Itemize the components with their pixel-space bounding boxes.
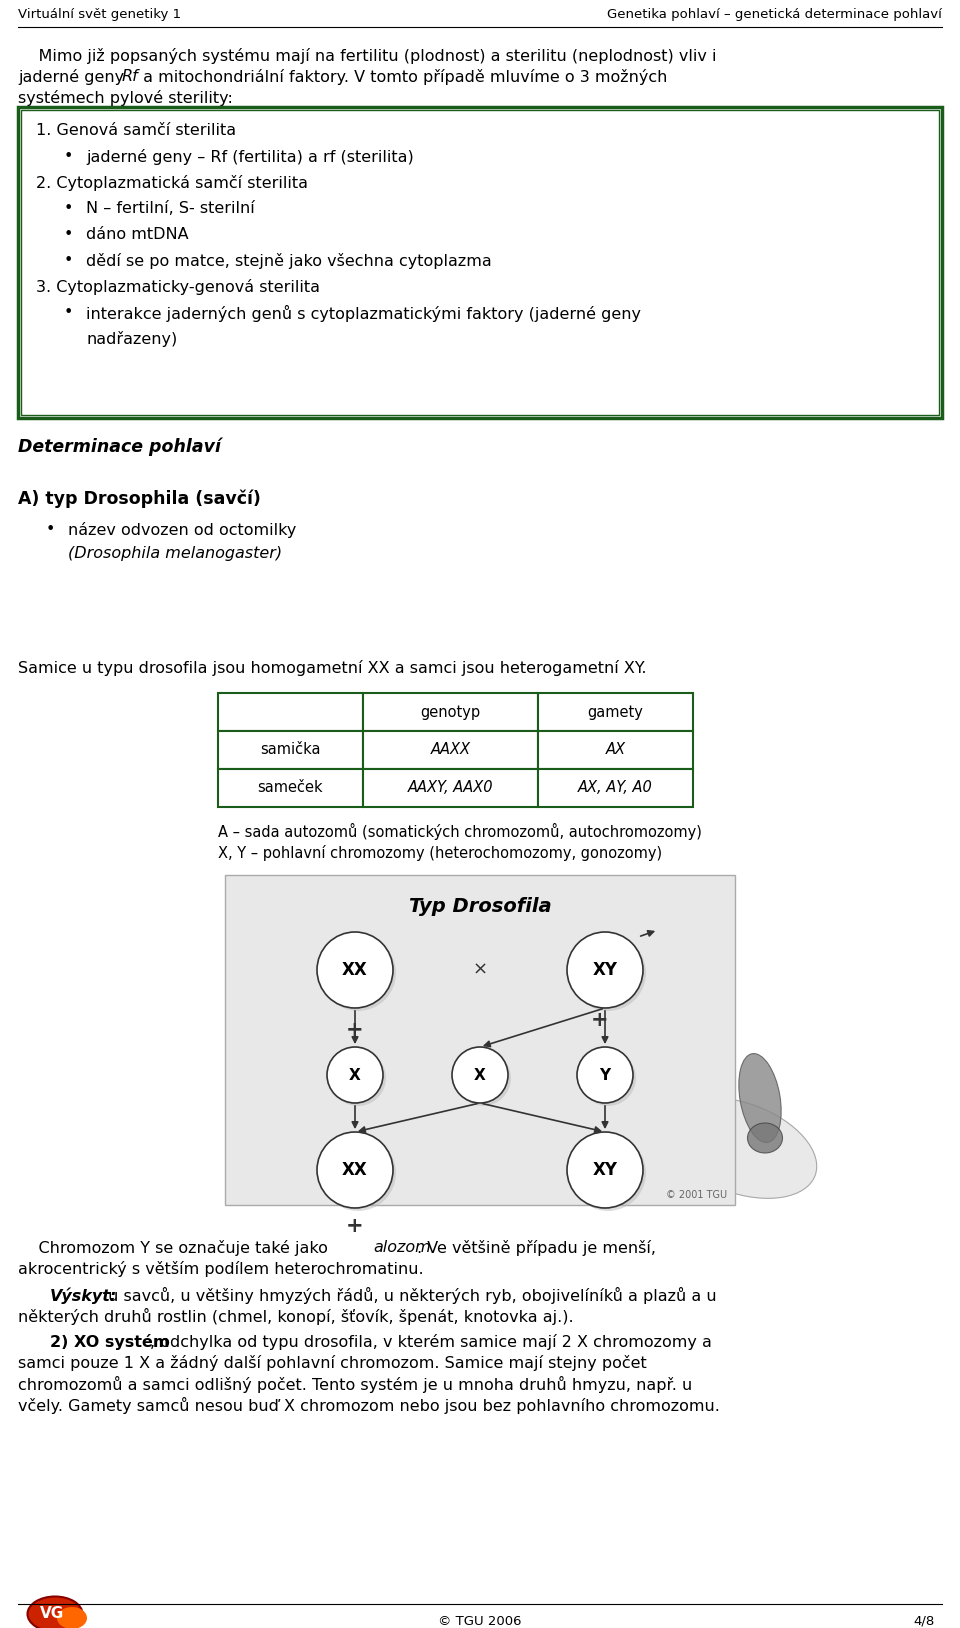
Text: dáno mtDNA: dáno mtDNA: [86, 226, 188, 243]
Text: Výskyt:: Výskyt:: [50, 1288, 117, 1304]
Ellipse shape: [577, 1047, 633, 1104]
FancyBboxPatch shape: [18, 107, 942, 418]
Text: +: +: [347, 1021, 364, 1040]
Text: jaderné geny: jaderné geny: [18, 68, 130, 85]
Ellipse shape: [317, 1131, 393, 1208]
Text: Y: Y: [599, 1068, 611, 1083]
FancyBboxPatch shape: [538, 768, 693, 807]
Text: 2) XO systém: 2) XO systém: [50, 1333, 170, 1350]
Text: Determinace pohlaví: Determinace pohlaví: [18, 438, 221, 456]
Text: X: X: [474, 1068, 486, 1083]
Text: , odchylka od typu drosofila, v kterém samice mají 2 X chromozomy a: , odchylka od typu drosofila, v kterém s…: [150, 1333, 712, 1350]
Ellipse shape: [748, 1123, 782, 1153]
Text: a mitochondriální faktory. V tomto případě mluvíme o 3 možných: a mitochondriální faktory. V tomto přípa…: [138, 68, 667, 85]
Ellipse shape: [317, 931, 393, 1008]
Ellipse shape: [570, 1135, 646, 1211]
Text: název odvozen od octomilky: název odvozen od octomilky: [68, 523, 297, 537]
Ellipse shape: [320, 1135, 396, 1211]
Ellipse shape: [739, 1053, 781, 1143]
FancyBboxPatch shape: [218, 768, 363, 807]
Text: XX: XX: [342, 1161, 368, 1179]
Text: Rf: Rf: [122, 68, 139, 85]
Text: AX, AY, A0: AX, AY, A0: [578, 780, 653, 796]
Text: sameček: sameček: [257, 780, 324, 796]
Text: © TGU 2006: © TGU 2006: [439, 1615, 521, 1628]
Text: včely. Gamety samců nesou buď X chromozom nebo jsou bez pohlavního chromozomu.: včely. Gamety samců nesou buď X chromozo…: [18, 1397, 720, 1415]
Ellipse shape: [327, 1047, 383, 1104]
Text: samci pouze 1 X a žádný další pohlavní chromozom. Samice mají stejny počet: samci pouze 1 X a žádný další pohlavní c…: [18, 1354, 647, 1371]
FancyBboxPatch shape: [363, 768, 538, 807]
Ellipse shape: [455, 1050, 511, 1105]
Ellipse shape: [320, 934, 396, 1011]
Text: +: +: [591, 1009, 609, 1031]
Ellipse shape: [567, 931, 643, 1008]
Text: Chromozom Y se označuje také jako: Chromozom Y se označuje také jako: [18, 1241, 333, 1255]
Text: 2. Cytoplazmatická samčí sterilita: 2. Cytoplazmatická samčí sterilita: [36, 174, 308, 190]
FancyBboxPatch shape: [225, 874, 735, 1205]
Text: gamety: gamety: [588, 705, 643, 720]
Text: XY: XY: [592, 1161, 617, 1179]
Text: u savců, u většiny hmyzých řádů, u některých ryb, obojivelíníků a plazů a u: u savců, u většiny hmyzých řádů, u někte…: [103, 1288, 716, 1304]
Text: Virtuální svět genetiky 1: Virtuální svět genetiky 1: [18, 8, 181, 21]
Text: Mimo již popsaných systému mají na fertilitu (plodnost) a sterilitu (neplodnost): Mimo již popsaných systému mají na ferti…: [18, 47, 716, 63]
Text: dědí se po matce, stejně jako všechna cytoplazma: dědí se po matce, stejně jako všechna cy…: [86, 252, 492, 269]
Ellipse shape: [570, 934, 646, 1011]
Text: systémech pylové sterility:: systémech pylové sterility:: [18, 90, 233, 106]
Ellipse shape: [28, 1597, 83, 1628]
Ellipse shape: [452, 1047, 508, 1104]
Text: 4/8: 4/8: [914, 1615, 935, 1628]
FancyBboxPatch shape: [538, 694, 693, 731]
Text: •: •: [64, 304, 73, 321]
Ellipse shape: [580, 1050, 636, 1105]
Text: interakce jaderných genů s cytoplazmatickými faktory (jaderné geny: interakce jaderných genů s cytoplazmatic…: [86, 304, 641, 322]
Text: © 2001 TGU: © 2001 TGU: [666, 1190, 727, 1200]
Text: 1. Genová samčí sterilita: 1. Genová samčí sterilita: [36, 124, 236, 138]
Text: •: •: [64, 226, 73, 243]
Text: nadřazeny): nadřazeny): [86, 330, 178, 347]
Text: N – fertilní, S- sterilní: N – fertilní, S- sterilní: [86, 200, 254, 217]
Text: •: •: [64, 252, 73, 269]
Text: X: X: [349, 1068, 361, 1083]
FancyBboxPatch shape: [538, 731, 693, 768]
Text: A) typ Drosophila (savčí): A) typ Drosophila (savčí): [18, 490, 261, 508]
FancyBboxPatch shape: [218, 694, 363, 731]
Ellipse shape: [330, 1050, 386, 1105]
Text: Genetika pohlaví – genetická determinace pohlaví: Genetika pohlaví – genetická determinace…: [607, 8, 942, 21]
Text: (Drosophila melanogaster): (Drosophila melanogaster): [68, 545, 282, 562]
FancyBboxPatch shape: [363, 694, 538, 731]
Text: ×: ×: [472, 961, 488, 978]
Text: Typ Drosofila: Typ Drosofila: [409, 897, 551, 917]
Text: alozom: alozom: [373, 1241, 431, 1255]
Ellipse shape: [57, 1607, 87, 1628]
Text: samička: samička: [260, 742, 321, 757]
Text: X, Y – pohlavní chromozomy (heterochomozomy, gonozomy): X, Y – pohlavní chromozomy (heterochomoz…: [218, 845, 662, 861]
Text: •: •: [64, 200, 73, 217]
Text: akrocentrický s větším podílem heterochromatinu.: akrocentrický s větším podílem heterochr…: [18, 1262, 423, 1276]
Text: 3. Cytoplazmaticky-genová sterilita: 3. Cytoplazmaticky-genová sterilita: [36, 278, 320, 295]
Ellipse shape: [663, 1097, 817, 1198]
Text: chromozomů a samci odlišný počet. Tento systém je u mnoha druhů hmyzu, např. u: chromozomů a samci odlišný počet. Tento …: [18, 1376, 692, 1394]
Text: +: +: [347, 1216, 364, 1236]
Text: XY: XY: [592, 961, 617, 978]
Text: VG: VG: [40, 1605, 64, 1620]
Text: AX: AX: [606, 742, 626, 757]
Ellipse shape: [567, 1131, 643, 1208]
Text: Samice u typu drosofila jsou homogametní XX a samci jsou heterogametní XY.: Samice u typu drosofila jsou homogametní…: [18, 659, 646, 676]
Text: •: •: [64, 150, 73, 164]
Text: jaderné geny – Rf (fertilita) a rf (sterilita): jaderné geny – Rf (fertilita) a rf (ster…: [86, 150, 414, 164]
FancyBboxPatch shape: [363, 731, 538, 768]
Text: AAXX: AAXX: [430, 742, 470, 757]
Text: •: •: [46, 523, 56, 537]
Text: AAXY, AAX0: AAXY, AAX0: [408, 780, 493, 796]
Text: A – sada autozomů (somatických chromozomů, autochromozomy): A – sada autozomů (somatických chromozom…: [218, 824, 702, 840]
FancyBboxPatch shape: [218, 731, 363, 768]
Text: některých druhů rostlin (chmel, konopí, šťovík, špenát, knotovka aj.).: některých druhů rostlin (chmel, konopí, …: [18, 1307, 574, 1325]
Text: XX: XX: [342, 961, 368, 978]
Text: . Ve většině případu je menší,: . Ve většině případu je menší,: [417, 1241, 656, 1255]
Text: genotyp: genotyp: [420, 705, 481, 720]
